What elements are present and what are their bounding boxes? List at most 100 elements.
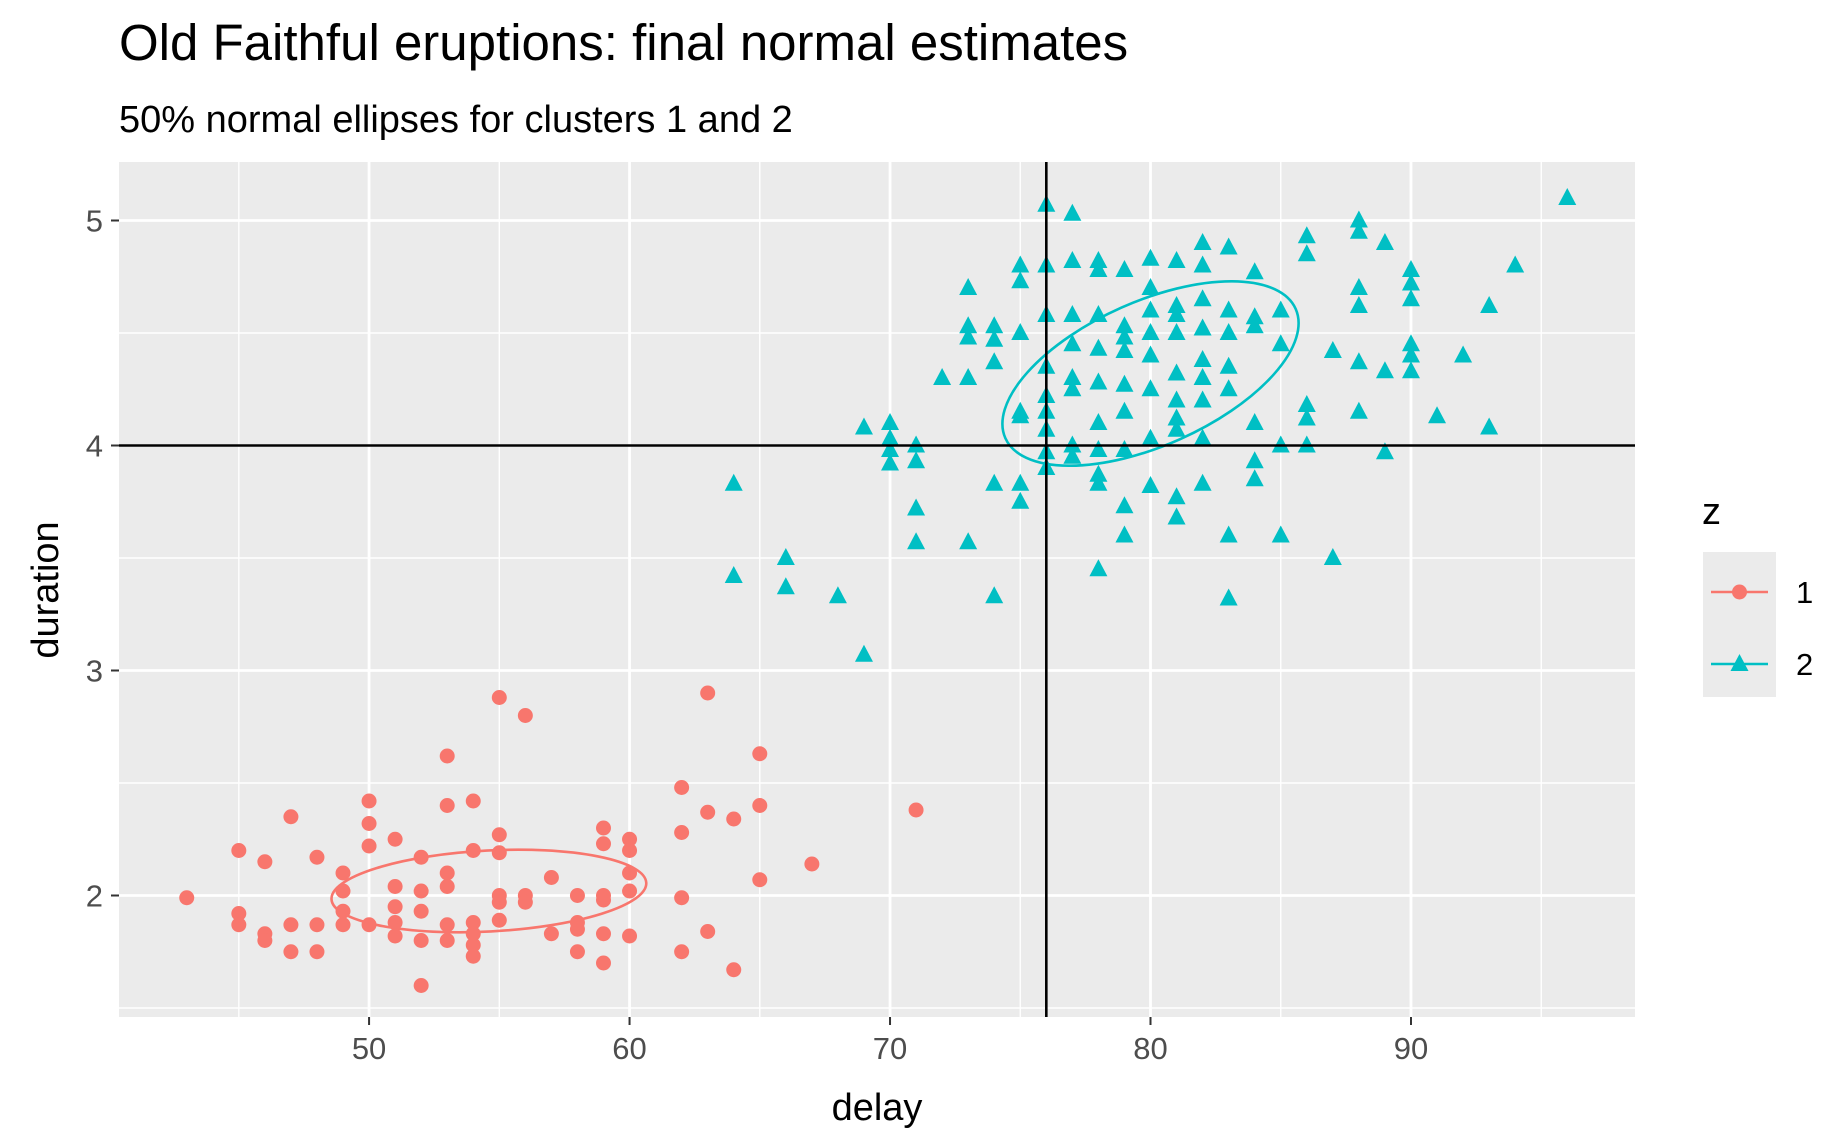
point-cluster-2 xyxy=(1167,507,1186,525)
point-cluster-2 xyxy=(1167,251,1186,268)
point-cluster-2 xyxy=(1323,548,1342,565)
point-cluster-2 xyxy=(1141,345,1160,363)
legend-label-2: 2 xyxy=(1796,647,1813,682)
point-cluster-2 xyxy=(1063,435,1082,453)
point-cluster-1 xyxy=(335,903,351,919)
point-cluster-1 xyxy=(465,948,481,964)
point-cluster-1 xyxy=(674,825,690,840)
point-cluster-2 xyxy=(1349,221,1368,239)
point-cluster-2 xyxy=(1089,372,1108,390)
point-cluster-1 xyxy=(465,843,481,858)
point-cluster-2 xyxy=(1141,248,1160,266)
point-cluster-2 xyxy=(1349,296,1368,313)
point-cluster-2 xyxy=(1245,262,1264,280)
point-cluster-1 xyxy=(283,944,299,960)
point-cluster-2 xyxy=(1375,442,1394,460)
point-cluster-2 xyxy=(1271,300,1290,318)
point-cluster-2 xyxy=(1297,408,1316,426)
point-cluster-1 xyxy=(361,917,377,933)
point-cluster-2 xyxy=(1219,300,1238,318)
point-cluster-2 xyxy=(1219,356,1238,374)
point-cluster-2 xyxy=(1401,273,1420,291)
point-cluster-2 xyxy=(1141,300,1160,318)
point-cluster-2 xyxy=(1428,406,1447,424)
point-cluster-1 xyxy=(622,883,638,899)
y-axis: 2 3 4 5 xyxy=(86,204,119,914)
point-cluster-2 xyxy=(907,451,926,469)
point-cluster-2 xyxy=(1193,390,1212,408)
point-cluster-2 xyxy=(1349,210,1368,228)
point-cluster-1 xyxy=(309,944,325,960)
point-cluster-1 xyxy=(595,892,611,908)
point-cluster-1 xyxy=(595,926,611,942)
legend-label-1: 1 xyxy=(1796,575,1813,610)
point-cluster-2 xyxy=(985,329,1004,347)
point-cluster-2 xyxy=(1089,260,1108,277)
point-cluster-1 xyxy=(674,944,690,960)
legend-key-point-1 xyxy=(1732,584,1747,600)
point-cluster-1 xyxy=(465,793,481,809)
point-cluster-2 xyxy=(881,413,900,430)
point-cluster-1 xyxy=(752,872,768,888)
point-cluster-2 xyxy=(1089,473,1108,491)
point-cluster-1 xyxy=(491,827,507,843)
point-cluster-2 xyxy=(1089,338,1108,356)
point-cluster-2 xyxy=(776,548,795,565)
point-cluster-2 xyxy=(1115,316,1134,334)
point-cluster-1 xyxy=(595,836,611,852)
point-cluster-2 xyxy=(1115,327,1134,345)
point-cluster-1 xyxy=(491,690,507,705)
point-cluster-1 xyxy=(622,831,638,847)
point-cluster-2 xyxy=(1245,307,1264,325)
point-cluster-2 xyxy=(1219,379,1238,397)
point-cluster-1 xyxy=(674,890,690,906)
legend-key-point-2 xyxy=(1730,654,1749,671)
point-cluster-1 xyxy=(335,883,351,899)
point-cluster-1 xyxy=(413,903,429,919)
point-cluster-1 xyxy=(439,879,455,894)
point-cluster-1 xyxy=(622,928,638,944)
point-cluster-2 xyxy=(1063,251,1082,268)
point-cluster-2 xyxy=(1401,345,1420,363)
point-cluster-2 xyxy=(1115,374,1134,392)
point-cluster-1 xyxy=(283,809,299,825)
plot-panel xyxy=(119,162,1635,1017)
point-cluster-2 xyxy=(1219,323,1238,340)
point-cluster-1 xyxy=(674,780,690,795)
point-cluster-2 xyxy=(1401,361,1420,379)
point-cluster-2 xyxy=(1141,379,1160,397)
point-cluster-1 xyxy=(231,843,247,858)
point-cluster-2 xyxy=(1349,278,1368,295)
point-cluster-2 xyxy=(1271,525,1290,543)
ellipse-cluster-1 xyxy=(330,848,648,934)
point-cluster-1 xyxy=(439,917,455,933)
point-cluster-1 xyxy=(439,933,455,948)
point-cluster-2 xyxy=(1115,496,1134,514)
point-cluster-2 xyxy=(1193,255,1212,273)
point-cluster-2 xyxy=(959,532,978,550)
y-tick-label: 5 xyxy=(86,204,103,239)
point-cluster-2 xyxy=(907,435,926,453)
point-cluster-2 xyxy=(1480,296,1499,313)
point-cluster-1 xyxy=(908,802,924,818)
point-cluster-2 xyxy=(985,316,1004,334)
y-axis-title: duration xyxy=(25,521,67,658)
point-cluster-2 xyxy=(1193,368,1212,385)
point-cluster-2 xyxy=(1011,473,1030,491)
point-cluster-1 xyxy=(700,924,716,939)
point-cluster-2 xyxy=(1011,255,1030,273)
point-cluster-2 xyxy=(1115,341,1134,358)
point-cluster-2 xyxy=(1401,334,1420,352)
legend-entries: 12 xyxy=(1711,575,1813,682)
point-cluster-2 xyxy=(985,473,1004,491)
point-cluster-1 xyxy=(413,978,429,993)
point-cluster-1 xyxy=(387,928,403,944)
point-cluster-2 xyxy=(933,368,952,385)
point-cluster-2 xyxy=(1011,406,1030,424)
point-cluster-2 xyxy=(907,532,926,550)
y-tick-label: 2 xyxy=(86,879,103,914)
point-cluster-1 xyxy=(283,917,299,933)
point-cluster-2 xyxy=(1480,417,1499,435)
point-cluster-2 xyxy=(959,327,978,345)
point-cluster-2 xyxy=(1063,334,1082,352)
